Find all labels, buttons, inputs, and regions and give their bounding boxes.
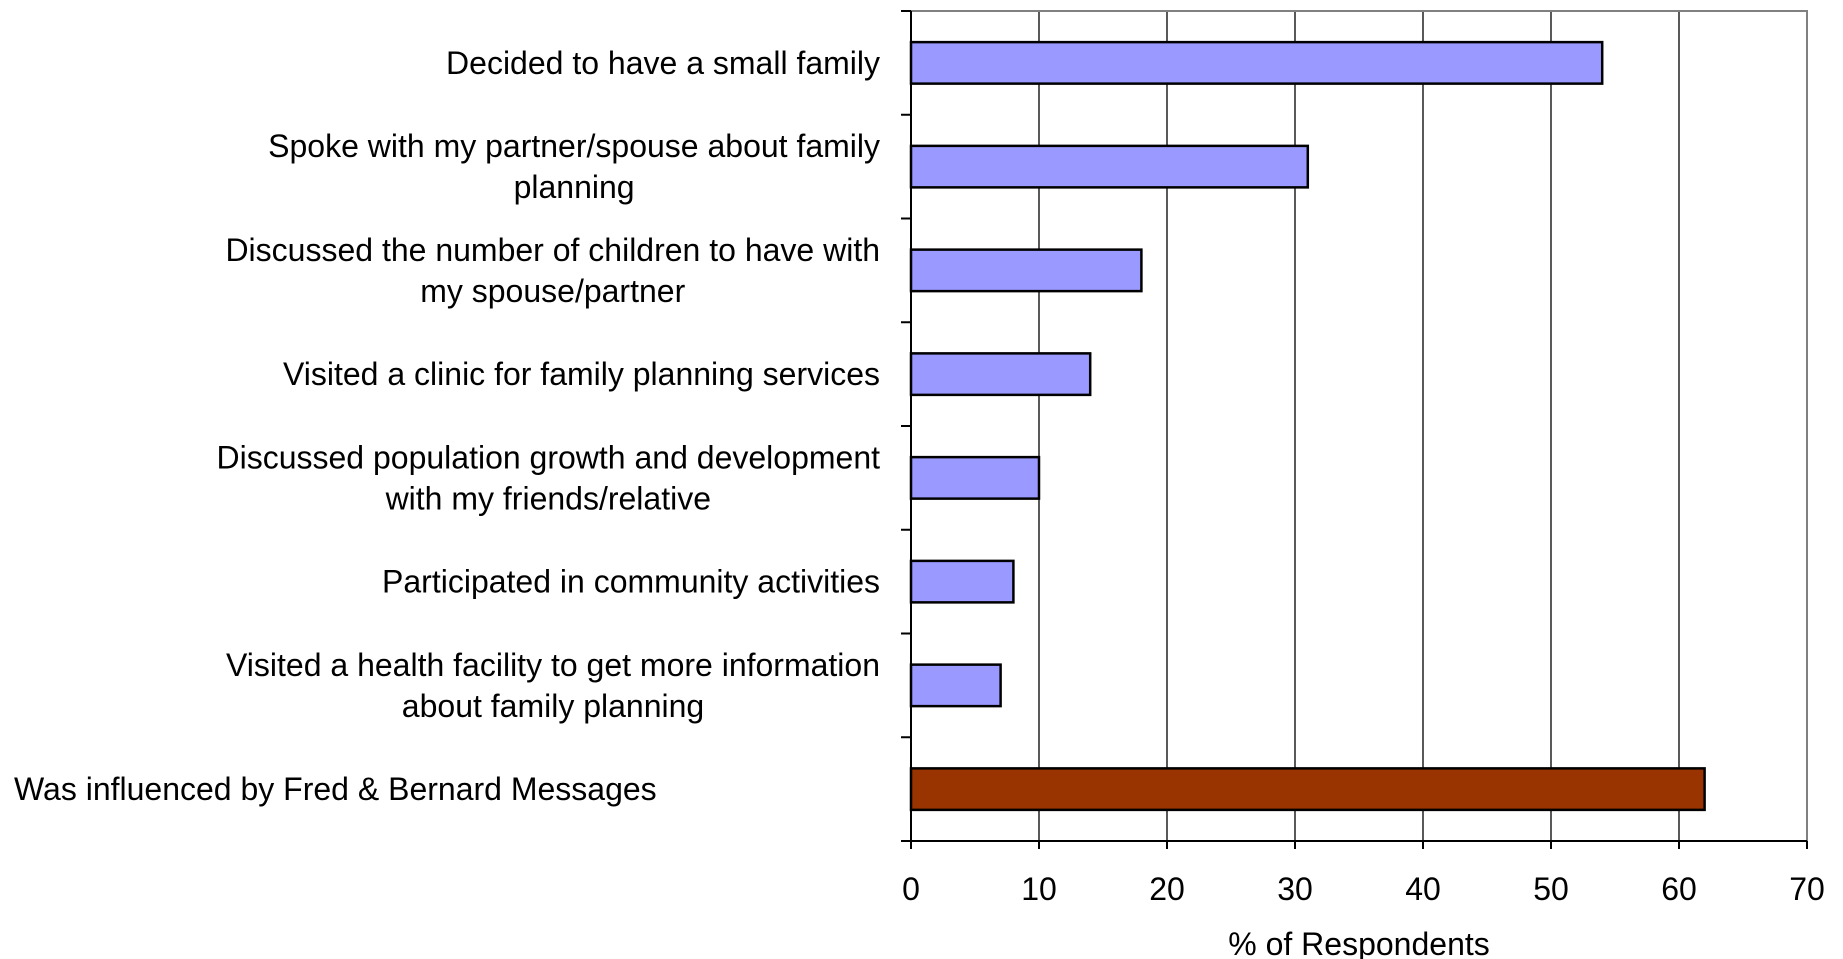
x-tick-label: 30 [1277,871,1313,907]
category-label: Spoke with my partner/spouse about famil… [268,128,880,205]
category-label: Decided to have a small family [446,45,880,81]
x-tick-label: 50 [1533,871,1569,907]
bar [909,455,1041,500]
plot-area [911,11,1807,841]
category-label: Visited a health facility to get more in… [226,647,880,724]
y-axis-ticks [901,10,911,842]
bar [909,352,1092,397]
category-label-line: Discussed the number of children to have… [225,232,880,268]
category-label-line: Visited a clinic for family planning ser… [283,356,880,392]
category-label-line: planning [514,169,635,205]
x-tick-label: 20 [1149,871,1185,907]
x-tick-labels: 0 10 20 30 40 50 60 70 [902,871,1825,907]
x-tick-label: 40 [1405,871,1441,907]
bar [909,248,1143,293]
category-label: Discussed the number of children to have… [225,232,880,309]
category-labels: Decided to have a small family Spoke with… [14,45,880,807]
category-label: Visited a clinic for family planning ser… [283,356,880,392]
bar [909,767,1706,812]
x-axis-title: % of Respondents [1228,926,1490,959]
bar [909,40,1604,85]
category-label: Discussed population growth and developm… [216,439,880,516]
bars [909,40,1706,812]
category-label-line: Was influenced by Fred & Bernard Message… [14,771,657,807]
bar [909,559,1015,604]
category-label-line: Visited a health facility to get more in… [226,647,880,683]
bar [909,144,1310,189]
x-tick-label: 0 [902,871,920,907]
category-label-line: about family planning [402,688,704,724]
x-tick-label: 60 [1661,871,1697,907]
x-tick-label: 10 [1021,871,1057,907]
category-label: Was influenced by Fred & Bernard Message… [14,771,657,807]
x-axis-ticks [910,841,1808,849]
category-label-line: Spoke with my partner/spouse about famil… [268,128,880,164]
category-label: Participated in community activities [382,564,880,600]
category-label-line: my spouse/partner [420,273,685,309]
category-label-line: Participated in community activities [382,564,880,600]
category-label-line: Decided to have a small family [446,45,880,81]
x-tick-label: 70 [1789,871,1825,907]
bar [909,663,1002,708]
category-label-line: with my friends/relative [385,480,711,516]
category-label-line: Discussed population growth and developm… [216,439,880,475]
